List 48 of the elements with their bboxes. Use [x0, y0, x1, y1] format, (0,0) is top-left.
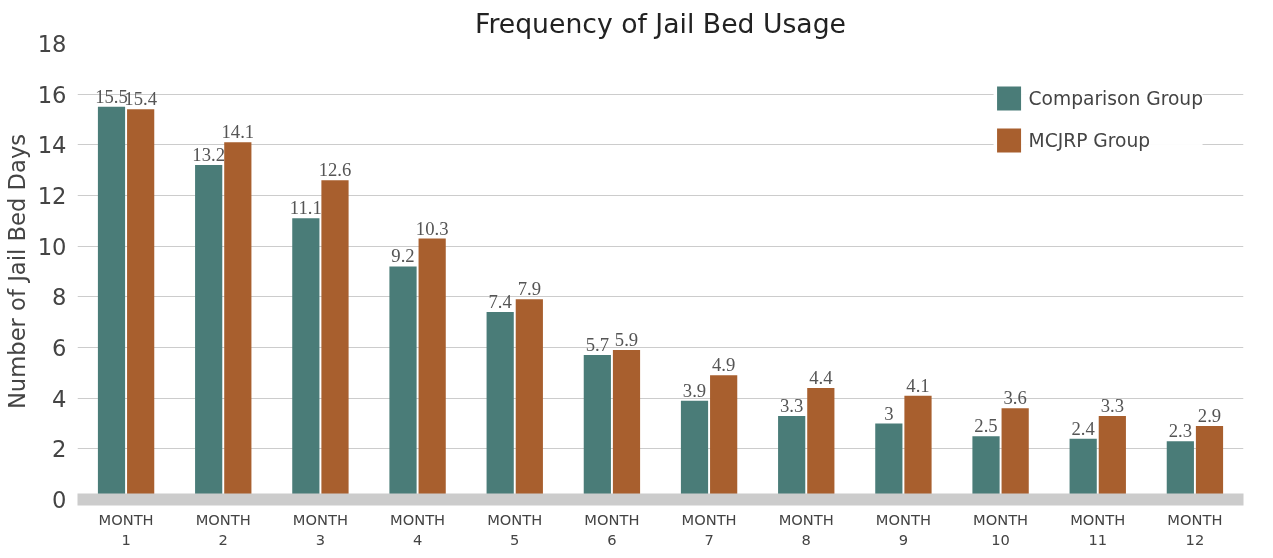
data-label: 9.2 — [391, 245, 415, 267]
x-tick-label: MONTH 1 — [98, 510, 154, 548]
y-tick-label: 8 — [52, 284, 67, 311]
data-label: 4.4 — [809, 367, 834, 389]
x-tick-label: MONTH 7 — [681, 510, 737, 548]
x-tick-label: MONTH 11 — [1070, 510, 1126, 548]
data-label: 3.6 — [1003, 387, 1027, 409]
y-tick-label: 6 — [52, 335, 67, 361]
data-label: 2.4 — [1071, 417, 1096, 439]
y-tick-label: 10 — [37, 233, 67, 260]
x-tick-label: MONTH 12 — [1167, 510, 1223, 548]
data-label: 2.3 — [1168, 420, 1193, 442]
x-tick-label: MONTH 8 — [778, 510, 834, 548]
y-axis-title: Number of Jail Bed Days — [3, 133, 30, 410]
data-label: 3 — [884, 402, 894, 424]
legend-label: MCJRP Group — [1028, 129, 1151, 151]
y-tick-label: 16 — [37, 81, 67, 108]
y-tick-label: 4 — [52, 385, 67, 412]
data-label: 2.5 — [974, 415, 998, 437]
data-label: 14.1 — [221, 121, 255, 143]
data-label: 3.3 — [1100, 394, 1124, 416]
x-tick-label: MONTH 10 — [973, 510, 1029, 548]
data-label: 5.7 — [585, 334, 610, 356]
data-label: 13.2 — [192, 144, 226, 166]
data-label: 11.1 — [289, 197, 322, 219]
x-tick-label: MONTH 9 — [875, 510, 931, 548]
x-tick-label: MONTH 4 — [390, 510, 446, 548]
data-label: 5.9 — [614, 329, 639, 351]
data-label: 10.3 — [415, 217, 449, 239]
data-label: 7.4 — [488, 291, 513, 313]
data-label: 7.9 — [517, 278, 541, 300]
x-tick-label: MONTH 6 — [584, 510, 640, 548]
data-label: 3.9 — [682, 379, 707, 401]
data-label: 3.3 — [780, 394, 804, 416]
y-tick-label: 14 — [37, 132, 67, 159]
y-tick-label: 2 — [52, 436, 67, 463]
x-tick-label: MONTH 3 — [292, 510, 348, 548]
x-tick-label: MONTH 2 — [195, 510, 251, 548]
y-tick-label: 0 — [52, 487, 67, 513]
data-label: 4.1 — [906, 374, 930, 396]
x-tick-label: MONTH 5 — [487, 510, 543, 548]
chart-title: Frequency of Jail Bed Usage — [475, 7, 846, 39]
data-label: 2.9 — [1197, 405, 1222, 427]
data-label: 4.9 — [712, 354, 736, 376]
legend-label: Comparison Group — [1028, 87, 1203, 109]
y-tick-label: 12 — [37, 183, 67, 209]
data-label: 12.6 — [318, 159, 352, 181]
y-tick-label: 18 — [37, 31, 67, 57]
